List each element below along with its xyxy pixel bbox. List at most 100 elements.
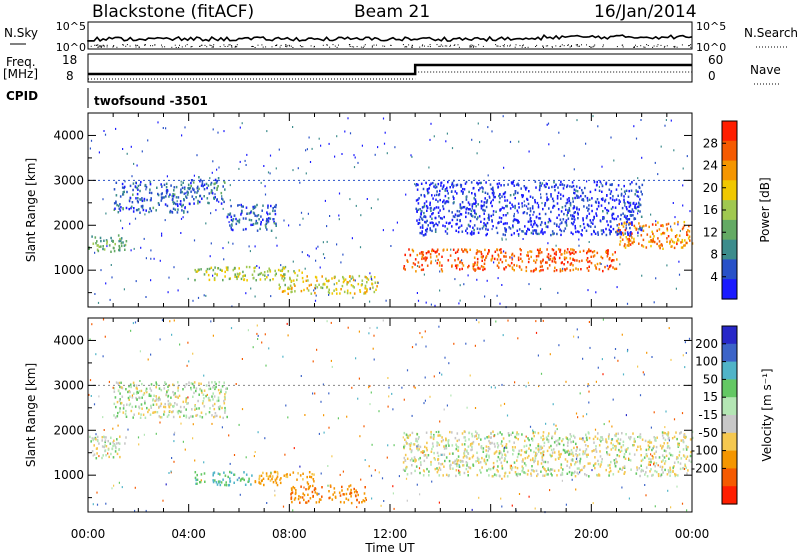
- data-cell: [350, 488, 352, 492]
- noise-cell: [369, 272, 371, 275]
- data-cell: [213, 182, 215, 186]
- data-cell: [103, 445, 106, 449]
- noise-cell: [559, 223, 561, 226]
- data-cell: [537, 450, 540, 453]
- data-cell: [437, 458, 439, 462]
- data-cell: [475, 205, 477, 208]
- data-cell: [194, 278, 196, 282]
- data-cell: [185, 408, 187, 411]
- data-cell: [404, 459, 407, 462]
- data-cell: [640, 228, 642, 231]
- data-cell: [335, 288, 338, 291]
- data-cell: [228, 483, 231, 487]
- data-cell: [563, 184, 566, 187]
- data-cell: [500, 442, 502, 445]
- colorbar-tick-label: 200: [695, 337, 718, 351]
- data-cell: [561, 269, 564, 272]
- data-cell: [639, 210, 641, 213]
- noise-cell: [238, 423, 240, 426]
- noise-cell: [211, 422, 213, 425]
- data-cell: [572, 454, 575, 457]
- data-cell: [182, 388, 184, 391]
- data-cell: [455, 184, 458, 187]
- data-cell: [510, 261, 513, 265]
- data-cell: [518, 228, 521, 231]
- data-cell: [238, 267, 240, 270]
- data-cell: [546, 198, 548, 202]
- data-cell: [467, 445, 470, 448]
- data-cell: [492, 210, 495, 213]
- data-cell: [626, 200, 629, 204]
- data-cell: [639, 198, 641, 201]
- data-cell: [471, 432, 473, 436]
- data-cell: [230, 218, 233, 222]
- data-cell: [232, 228, 234, 232]
- data-cell: [661, 447, 663, 450]
- noise-cell: [430, 122, 432, 125]
- data-cell: [554, 257, 556, 261]
- noise-cell: [557, 291, 559, 294]
- data-cell: [152, 403, 155, 406]
- noise-cell: [275, 236, 277, 239]
- nsearch-dot: [622, 44, 624, 46]
- data-cell: [547, 438, 550, 442]
- data-cell: [300, 485, 302, 488]
- data-cell: [681, 238, 684, 242]
- noise-cell: [528, 150, 530, 153]
- data-cell: [586, 267, 589, 270]
- data-cell: [457, 230, 460, 234]
- data-cell: [477, 231, 480, 234]
- noise-cell: [239, 126, 241, 129]
- data-cell: [171, 211, 174, 214]
- noise-cell: [383, 500, 385, 502]
- data-cell: [138, 405, 140, 408]
- data-cell: [612, 266, 614, 269]
- data-cell: [455, 264, 458, 267]
- noise-cell: [565, 380, 567, 383]
- data-cell: [105, 445, 108, 448]
- data-cell: [474, 268, 477, 271]
- noise-cell: [555, 424, 557, 427]
- data-cell: [615, 198, 618, 201]
- data-cell: [230, 226, 232, 229]
- data-cell: [96, 452, 98, 455]
- data-cell: [155, 399, 158, 402]
- data-cell: [114, 445, 117, 449]
- data-cell: [504, 233, 506, 237]
- noise-cell: [371, 443, 373, 446]
- data-cell: [680, 431, 682, 434]
- data-cell: [273, 218, 275, 221]
- data-cell: [483, 458, 486, 461]
- data-cell: [679, 467, 682, 471]
- noise-cell: [244, 159, 246, 162]
- data-cell: [560, 197, 562, 200]
- data-cell: [240, 203, 242, 207]
- data-cell: [225, 266, 228, 269]
- data-cell: [141, 199, 144, 203]
- data-cell: [572, 184, 575, 188]
- nsearch-dot: [545, 45, 547, 47]
- data-cell: [169, 211, 171, 214]
- noise-cell: [129, 222, 131, 225]
- noise-cell: [360, 214, 362, 217]
- noise-cell: [651, 454, 653, 457]
- data-cell: [178, 409, 180, 413]
- data-cell: [605, 227, 607, 231]
- data-cell: [356, 498, 358, 502]
- data-cell: [535, 231, 537, 235]
- noise-cell: [266, 130, 268, 133]
- data-cell: [476, 437, 478, 440]
- data-cell: [352, 285, 354, 288]
- data-cell: [118, 442, 121, 445]
- data-cell: [504, 251, 507, 255]
- noise-cell: [411, 346, 414, 349]
- data-cell: [108, 244, 111, 247]
- data-cell: [595, 267, 598, 270]
- data-cell: [511, 252, 514, 256]
- data-cell: [441, 255, 443, 258]
- data-cell: [502, 222, 505, 226]
- noise-cell: [159, 259, 161, 262]
- data-cell: [492, 225, 494, 228]
- data-cell: [561, 221, 563, 224]
- nsearch-dot: [633, 46, 635, 48]
